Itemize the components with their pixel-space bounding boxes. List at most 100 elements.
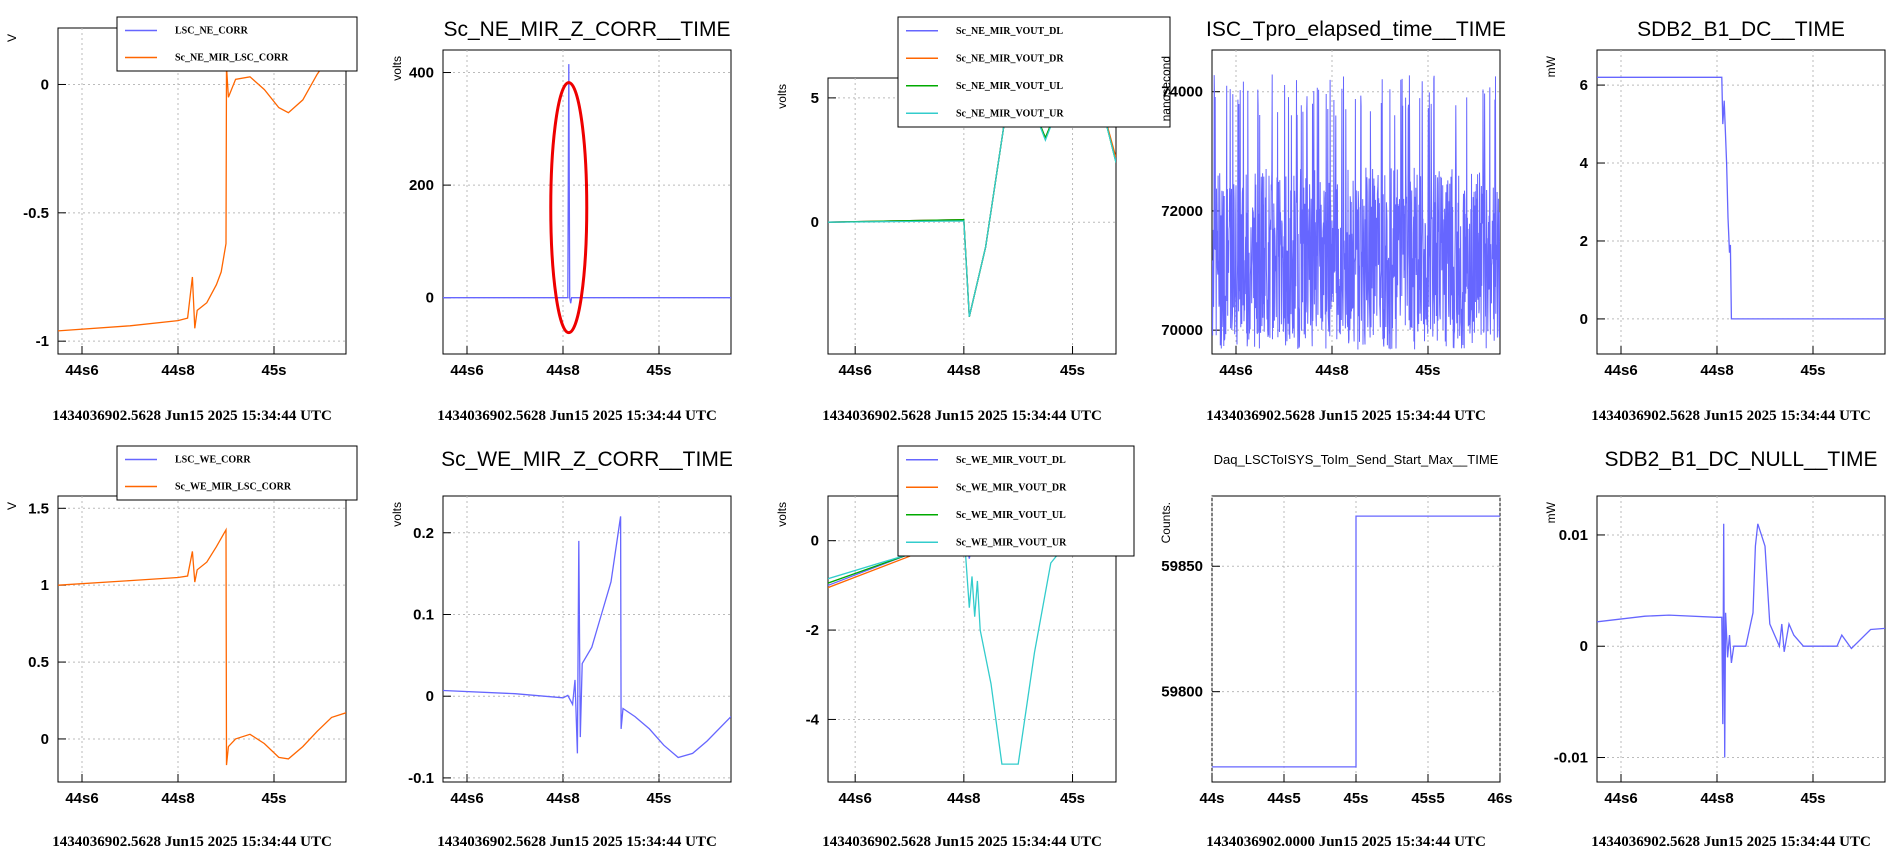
chart-panel-3: 44s6 44s8 45s50voltsSc_NE_MIR_VOUT_DLSc_NE… xyxy=(775,16,1171,424)
y-tick-label: 2 xyxy=(1580,233,1588,250)
series-line-1 xyxy=(443,516,731,759)
x-tick-label: 45s xyxy=(646,790,671,807)
y-tick-label: 0 xyxy=(1580,638,1588,655)
legend-entry: Sc_WE_MIR_VOUT_DL xyxy=(956,455,1066,466)
y-tick-label: 6 xyxy=(1580,77,1588,94)
x-tick-label: 44s6 xyxy=(65,790,98,807)
x-tick-label: 46s xyxy=(1487,790,1512,807)
legend-entry: Sc_NE_MIR_VOUT_DR xyxy=(956,53,1064,64)
timestamp-label: 1434036902.5628 Jun15 2025 15:34:44 UTC xyxy=(1206,408,1486,424)
series-line-1 xyxy=(1597,523,1885,758)
y-tick-label: -0.1 xyxy=(408,770,434,787)
series-line-2 xyxy=(58,527,346,766)
x-tick-label: 44s6 xyxy=(838,790,871,807)
x-tick-label: 45s xyxy=(1800,362,1825,379)
series-group xyxy=(58,527,346,766)
series-group xyxy=(1597,523,1885,758)
series-group xyxy=(1212,74,1500,350)
timestamp-label: 1434036902.0000 Jun15 2025 15:34:44 UTC xyxy=(1206,834,1486,850)
x-tick-label: 45s xyxy=(261,790,286,807)
chart-panel-9: 44s 44s5 45s 45s5 46s 59850 59800 Counts. Daq_LS… xyxy=(1159,452,1513,850)
x-tick-label: 44s6 xyxy=(450,362,483,379)
y-tick-label: 0.01 xyxy=(1559,527,1588,544)
legend: Sc_NE_MIR_VOUT_DL Sc_NE_MIR_VOUT_DR Sc_NE_… xyxy=(897,16,1171,128)
legend: Sc_WE_MIR_VOUT_DL Sc_WE_MIR_VOUT_DR Sc_WE_… xyxy=(897,445,1135,557)
x-tick-label: 44s8 xyxy=(161,790,194,807)
x-tick-label: 45s xyxy=(1800,790,1825,807)
legend-entry: Sc_WE_MIR_LSC_CORR xyxy=(175,482,292,493)
timestamp-label: 1434036902.5628 Jun15 2025 15:34:44 UTC xyxy=(437,408,717,424)
series-group xyxy=(443,64,731,304)
series-line-1 xyxy=(443,64,731,304)
legend-entry: Sc_WE_MIR_VOUT_DR xyxy=(956,482,1067,493)
x-tick-label: 44s8 xyxy=(161,362,194,379)
chart-panel-5: 44s6 44s8 45s 6 4 2 0 mW SDB2_B1_DC__TIME 1434036… xyxy=(1544,18,1886,424)
legend-entry: Sc_NE_MIR_VOUT_DL xyxy=(956,26,1063,37)
timestamp-label: 1434036902.5628 Jun15 2025 15:34:44 UTC xyxy=(52,834,332,850)
y-tick-label: -2 xyxy=(806,622,819,639)
x-tick-label: 45s5 xyxy=(1411,790,1444,807)
highlight-ellipse xyxy=(549,81,589,335)
timestamp-label: 1434036902.5628 Jun15 2025 15:34:44 UTC xyxy=(52,408,332,424)
series-group xyxy=(443,516,731,759)
x-tick-label: 44s6 xyxy=(1604,790,1637,807)
y-tick-label: 0.5 xyxy=(28,654,49,671)
x-tick-label: 44s5 xyxy=(1267,790,1300,807)
y-tick-label: 1 xyxy=(41,577,49,594)
chart-panel-7: 44s6 44s8 45s 0.2 0.1 0 -0.1 volts Sc_WE_MIR_Z_C… xyxy=(390,448,733,850)
legend-entry: Sc_WE_MIR_VOUT_UR xyxy=(956,537,1067,548)
y-tick-label: 4 xyxy=(1580,155,1589,172)
chart-title: Sc_WE_MIR_Z_CORR__TIME xyxy=(441,448,733,471)
y-tick-label: -1 xyxy=(36,333,49,350)
plot-frame xyxy=(57,495,347,783)
x-tick-label: 45s xyxy=(261,362,286,379)
legend-box xyxy=(897,445,1135,557)
chart-title: Daq_LSCToISYS_ToIm_Send_Start_Max__TIME xyxy=(1214,452,1499,467)
y-tick-label: 1.5 xyxy=(28,500,49,517)
chart-title: SDB2_B1_DC_NULL__TIME xyxy=(1604,448,1877,471)
x-tick-label: 45s xyxy=(646,362,671,379)
legend-entry: Sc_NE_MIR_LSC_CORR xyxy=(175,53,289,64)
x-tick-label: 45s xyxy=(1415,362,1440,379)
chart-panel-8: 44s6 44s8 45s0-2-4voltsSc_WE_MIR_VOUT_DLSc… xyxy=(775,445,1135,850)
y-tick-label: 0 xyxy=(41,76,49,93)
chart-panel-4: 44s6 44s8 45s 74000 72000 70000 nanosecond ISC_… xyxy=(1159,18,1506,424)
y-tick-label: 70000 xyxy=(1161,322,1203,339)
legend: LSC_NE_CORR Sc_NE_MIR_LSC_CORR xyxy=(116,16,358,72)
legend-entry: Sc_NE_MIR_VOUT_UR xyxy=(956,108,1064,119)
plot-frame xyxy=(442,495,732,783)
chart-title: SDB2_B1_DC__TIME xyxy=(1637,18,1845,41)
chart-panel-1: 44s6 44s8 45s 0 -0.5 -1 V LSC_NE_CORR Sc_NE_MIR_… xyxy=(5,16,358,424)
y-tick-label: 400 xyxy=(409,65,434,82)
series-group xyxy=(1212,515,1500,768)
y-tick-label: 0.2 xyxy=(413,525,434,542)
legend-box xyxy=(897,16,1171,128)
x-tick-label: 44s8 xyxy=(546,790,579,807)
y-tick-label: 5 xyxy=(811,90,819,107)
chart-panel-2: 44s6 44s8 45s 400 200 0 volts Sc_NE_MIR_Z_CORR_… xyxy=(390,18,732,424)
y-tick-label: 0 xyxy=(811,214,819,231)
plot-frame xyxy=(1596,49,1886,355)
x-tick-label: 44s8 xyxy=(947,790,980,807)
y-tick-label: 72000 xyxy=(1161,203,1203,220)
y-tick-label: 59850 xyxy=(1161,558,1203,575)
y-axis-label: volts xyxy=(775,84,789,109)
series-trace xyxy=(1212,74,1500,350)
y-tick-label: 59800 xyxy=(1161,684,1203,701)
chart-panel-6: 44s6 44s8 45s 1.5 1 0.5 0 V LSC_WE_CORR Sc_WE_MIR… xyxy=(5,445,358,850)
series-line-1 xyxy=(1597,76,1885,320)
x-tick-label: 45s xyxy=(1060,790,1085,807)
timestamp-label: 1434036902.5628 Jun15 2025 15:34:44 UTC xyxy=(822,408,1102,424)
y-axis-label: volts xyxy=(390,502,404,527)
series-line-1 xyxy=(1212,515,1500,768)
x-tick-label: 44s8 xyxy=(947,362,980,379)
y-tick-label: -0.5 xyxy=(23,205,49,222)
legend-box xyxy=(116,445,358,501)
series-group xyxy=(58,42,346,332)
series-line-2 xyxy=(58,42,346,332)
y-axis-label: nanosecond xyxy=(1159,56,1173,121)
chart-title: ISC_Tpro_elapsed_time__TIME xyxy=(1206,18,1506,41)
y-tick-label: 0.1 xyxy=(413,606,434,623)
timestamp-label: 1434036902.5628 Jun15 2025 15:34:44 UTC xyxy=(822,834,1102,850)
